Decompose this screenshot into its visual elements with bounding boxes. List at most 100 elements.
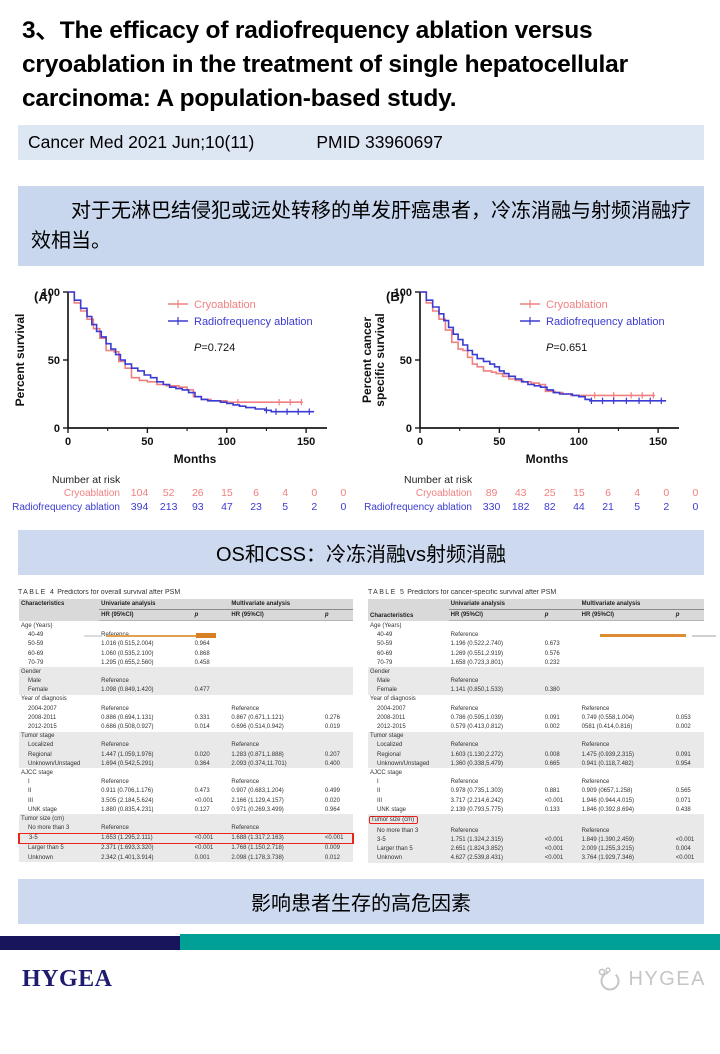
stray-annotation bbox=[196, 633, 216, 638]
table-group-row: Gender bbox=[19, 667, 353, 677]
svg-text:150: 150 bbox=[649, 436, 667, 448]
svg-text:Percent cancerspecific surviva: Percent cancerspecific survival bbox=[362, 314, 387, 407]
number-at-risk-label: Number at risk bbox=[52, 474, 121, 487]
risk-row: Radiofrequency ablation 330 182 82 44 21 5 2 0 bbox=[364, 500, 699, 513]
predictor-tables-row: TABLE 4 Predictors for overall survival … bbox=[17, 585, 704, 863]
table-group-row: Year of diagnosis bbox=[370, 696, 416, 703]
svg-text:Months: Months bbox=[526, 452, 569, 466]
table-cancer-specific-survival: TABLE 5 Predictors for cancer-specific s… bbox=[368, 585, 704, 863]
table-row: II 0.911 (0.706,1.176) 0.473 0.907 (0.683,1… bbox=[28, 788, 340, 795]
table-row: Unknown 4.627 (2.539,8.431) <0.001 3.764 (1… bbox=[368, 853, 704, 863]
table-row: III 3.505 (2.184,5.624) <0.001 2.166 (1.129… bbox=[28, 797, 340, 804]
svg-text:P=0.724: P=0.724 bbox=[194, 342, 235, 354]
svg-text:50: 50 bbox=[400, 355, 412, 367]
svg-text:100: 100 bbox=[218, 436, 236, 448]
risk-row: Cryoablation 104 52 26 15 6 4 0 0 bbox=[63, 487, 347, 500]
stray-annotation bbox=[692, 635, 716, 637]
table-row: Male Reference bbox=[368, 676, 704, 686]
table-overall-survival: TABLE 4 Predictors for overall survival … bbox=[17, 585, 355, 863]
predictors-table: Characteristics Univariate analysis Multiv… bbox=[17, 599, 355, 863]
table-row: Female 1.098 (0.849,1.420) 0.477 bbox=[19, 685, 353, 695]
table-row: 2008-2011 0.886 (0.694,1.131) 0.331 0.867 (… bbox=[28, 714, 340, 721]
svg-text:Radiofrequency ablation: Radiofrequency ablation bbox=[194, 316, 313, 328]
table-caption: TABLE 4 Predictors for overall survival … bbox=[18, 589, 181, 597]
svg-text:0: 0 bbox=[406, 423, 412, 435]
table-row: 2004-2007 Reference Reference bbox=[377, 705, 610, 712]
km-plot-svg: 0 50 100 0 50 100 150 Cryoablation Radiofrequenc… bbox=[13, 287, 327, 466]
table-group-row: Age (Years) bbox=[21, 622, 53, 629]
hygea-logo: HYGEA bbox=[596, 966, 706, 992]
stray-annotation bbox=[106, 635, 196, 637]
number-at-risk-table: Number at risk Cryoablation 104 52 26 15 6 4 0 0 R… bbox=[6, 474, 358, 514]
number-at-risk-table: Number at risk Cryoablation 89 43 25 15 6 4 0 0 Ra… bbox=[358, 474, 710, 514]
number-at-risk-label: Number at risk bbox=[404, 474, 473, 487]
citation-journal: Cancer Med 2021 Jun;10(11) bbox=[28, 132, 255, 153]
svg-text:0: 0 bbox=[417, 436, 423, 448]
table-row: UNK stage 2.139 (0.793,5.775) 0.133 1.846 (… bbox=[377, 806, 691, 813]
table-row: No more than 3 Reference Reference bbox=[368, 826, 704, 836]
table-row: No more than 3 Reference Reference bbox=[19, 823, 353, 834]
svg-text:Percent survival: Percent survival bbox=[13, 314, 27, 407]
table-row: Localized Reference Reference bbox=[19, 740, 353, 751]
table-row: Unknown 2.342 (1.401,3.914) 0.001 2.098 (1.… bbox=[19, 853, 353, 863]
table-group-row: Tumor size (cm) bbox=[368, 814, 704, 827]
svg-text:100: 100 bbox=[394, 287, 412, 299]
table-row: I Reference Reference bbox=[377, 779, 610, 786]
svg-text:(A): (A) bbox=[34, 289, 52, 304]
citation-bar: Cancer Med 2021 Jun;10(11) PMID 33960697 bbox=[18, 125, 704, 161]
svg-text:100: 100 bbox=[42, 287, 60, 299]
table-row: Unknown/Unstaged 1.360 (0.338,5.479) 0.665… bbox=[368, 759, 704, 769]
svg-text:Radiofrequency ablation: Radiofrequency ablation bbox=[546, 316, 665, 328]
hygea-wordmark: HYGEA bbox=[22, 965, 113, 992]
svg-text:100: 100 bbox=[570, 436, 588, 448]
svg-text:50: 50 bbox=[493, 436, 505, 448]
km-plot-area: 0 50 100 0 50 100 150 Cryoablation Radiofrequenc… bbox=[6, 282, 358, 474]
hygea-logo-text: HYGEA bbox=[628, 967, 706, 990]
table-group-row: AJCC stage bbox=[21, 769, 54, 776]
table-row: 3-5 1.653 (1.295,2.111) <0.001 1.688 (1.317… bbox=[17, 832, 355, 844]
bottom-banner: 影响患者生存的高危因素 bbox=[18, 878, 704, 924]
table-row: Regional 1.447 (1.059,1.976) 0.020 1.283 (0… bbox=[19, 750, 353, 760]
footer-bar-navy bbox=[0, 935, 180, 950]
table-row: Larger than 5 2.371 (1.693,3.320) <0.001 1.… bbox=[19, 843, 353, 854]
svg-text:P=0.651: P=0.651 bbox=[546, 342, 587, 354]
table-row: Larger than 5 2.651 (1.824,3.852) <0.001 2.… bbox=[368, 844, 704, 854]
svg-text:(B): (B) bbox=[386, 289, 404, 304]
footer-bar-teal bbox=[180, 933, 720, 950]
table-row: 70-79 1.295 (0.655,2.560) 0.458 bbox=[28, 659, 210, 666]
table-row: I Reference Reference bbox=[28, 779, 260, 786]
table-row: 2004-2007 Reference Reference bbox=[28, 705, 260, 712]
table-group-row: Gender bbox=[368, 667, 704, 677]
km-charts-row: 0 50 100 0 50 100 150 Cryoablation Radiofrequenc… bbox=[6, 282, 718, 514]
km-chart-overall-survival: 0 50 100 0 50 100 150 Cryoablation Radiofrequenc… bbox=[6, 282, 358, 514]
svg-text:0: 0 bbox=[54, 423, 60, 435]
km-plot-area: 0 50 100 0 50 100 150 Cryoablation Radiofrequenc… bbox=[358, 282, 710, 474]
table-row: Male Reference bbox=[19, 676, 353, 686]
table-row: 2008-2011 0.786 (0.595,1.039) 0.091 0.749 (… bbox=[377, 714, 691, 721]
stray-annotation bbox=[600, 634, 686, 637]
mid-banner: OS和CSS：冷冻消融vs射频消融 bbox=[18, 530, 704, 576]
km-plot-svg: 0 50 100 0 50 100 150 Cryoablation Radiofrequenc… bbox=[362, 287, 679, 466]
table-row: Female 1.141 (0.850,1.533) 0.380 bbox=[368, 685, 704, 695]
table-row: 50-59 1.016 (0.515,2.004) 0.964 bbox=[28, 641, 210, 648]
page-title: 3、The efficacy of radiofrequency ablatio… bbox=[22, 17, 628, 112]
table-row: 50-59 1.196 (0.522,2.740) 0.673 bbox=[377, 641, 560, 648]
table-group-row: Year of diagnosis bbox=[21, 696, 67, 703]
table-row: 70-79 1.658 (0.723,3.801) 0.232 bbox=[377, 659, 560, 666]
table-row: 3-5 1.751 (1.324,2.315) <0.001 1.849 (1.390… bbox=[368, 835, 704, 845]
risk-row: Radiofrequency ablation 394 213 93 47 23 5 2 0 bbox=[12, 500, 347, 513]
table-group-row: Tumor stage bbox=[368, 731, 704, 741]
table-group-row: Tumor stage bbox=[19, 731, 353, 741]
table-group-row: Tumor size (cm) bbox=[19, 814, 353, 824]
svg-text:Cryoablation: Cryoablation bbox=[546, 299, 608, 311]
table-group-row: Age (Years) bbox=[370, 622, 402, 629]
footer-accent-bar bbox=[0, 933, 720, 950]
citation-pmid: PMID 33960697 bbox=[316, 132, 443, 153]
km-chart-cancer-specific-survival: 0 50 100 0 50 100 150 Cryoablation Radiofrequenc… bbox=[358, 282, 710, 514]
svg-text:50: 50 bbox=[48, 355, 60, 367]
table-group-row: AJCC stage bbox=[370, 769, 403, 776]
stray-annotation bbox=[84, 635, 102, 637]
table-row: 60-69 1.060 (0.535,2.100) 0.868 bbox=[28, 650, 210, 657]
risk-row: Cryoablation 89 43 25 15 6 4 0 0 bbox=[415, 487, 699, 500]
